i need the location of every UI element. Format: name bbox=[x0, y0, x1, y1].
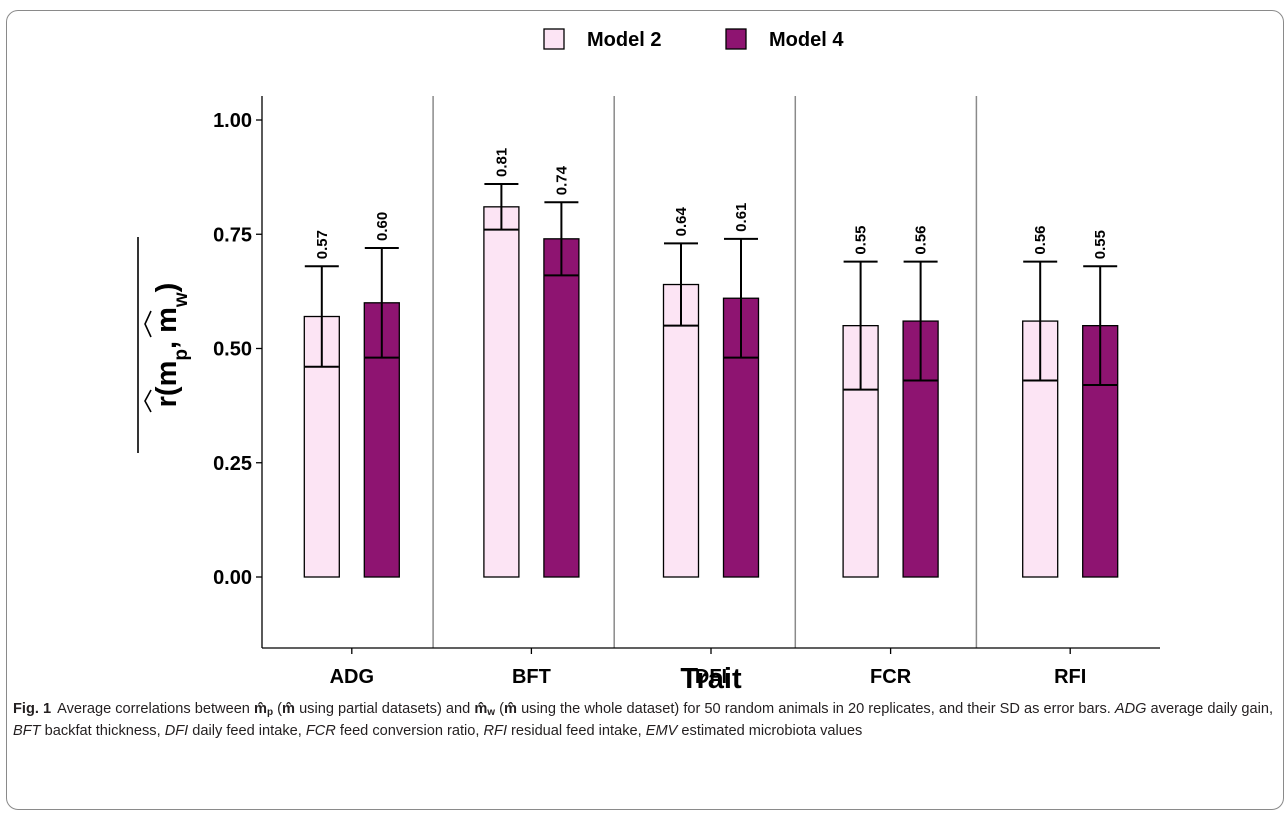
y-tick-label: 0.00 bbox=[213, 567, 252, 589]
data-label: 0.56 bbox=[913, 225, 930, 254]
abbr-def-adg: average daily gain, bbox=[1146, 701, 1274, 717]
abbr-def-fcr: feed conversion ratio, bbox=[335, 722, 484, 739]
data-label: 0.60 bbox=[374, 212, 391, 241]
axes: 0.00 0.25 0.50 0.75 1.00 ADG BFT DFI FCR RFI bbox=[213, 96, 1160, 688]
x-tick-label: DFI bbox=[695, 666, 727, 688]
x-tick-label: BFT bbox=[512, 666, 551, 688]
x-tick-label: FCR bbox=[870, 666, 912, 688]
abbr-def-rfi: residual feed intake, bbox=[507, 722, 646, 739]
figure-caption: Fig. 1 Average correlations between m̂p (… bbox=[13, 699, 1275, 742]
caption-text-1: Average correlations between bbox=[57, 701, 250, 717]
data-label: 0.64 bbox=[673, 207, 690, 237]
caption-open-paren: ( bbox=[277, 701, 283, 717]
abbr-def-dfi: daily feed intake, bbox=[188, 722, 306, 739]
legend-label: Model 4 bbox=[769, 29, 844, 51]
abbr-rfi: RFI bbox=[483, 722, 507, 739]
caption-abbreviations: ADG average daily gain, BFT backfat thic… bbox=[13, 701, 1273, 739]
caption-m-hat-p: m̂ bbox=[253, 701, 267, 717]
legend: Model 2 Model 4 bbox=[543, 28, 844, 51]
caption-m-hat-w: m̂ bbox=[474, 701, 488, 717]
x-tick-label: ADG bbox=[330, 666, 374, 688]
caption-text-3: using the whole dataset) for 50 random a… bbox=[521, 701, 1111, 717]
data-label: 0.57 bbox=[314, 230, 331, 259]
abbr-fcr: FCR bbox=[305, 722, 336, 739]
abbr-adg: ADG bbox=[1114, 701, 1147, 717]
facet-separators bbox=[432, 96, 978, 648]
abbr-def-bft: backfat thickness, bbox=[40, 722, 165, 739]
bar-bft-model4 bbox=[543, 238, 580, 578]
x-axis-label: Trait bbox=[680, 663, 742, 695]
caption-m-hat: m̂ bbox=[282, 701, 295, 717]
caption-sub-p: p bbox=[266, 707, 274, 718]
data-label: 0.55 bbox=[853, 225, 870, 254]
data-label: 0.56 bbox=[1032, 225, 1049, 254]
svg-text:r(mp, mw): r(mp, mw) bbox=[151, 283, 192, 408]
caption-open-paren-2: ( bbox=[499, 701, 505, 717]
abbr-def-emv: estimated microbiota values bbox=[677, 722, 863, 739]
legend-label: Model 2 bbox=[587, 29, 661, 51]
abbr-bft: BFT bbox=[13, 722, 41, 739]
legend-swatch bbox=[543, 28, 565, 50]
data-label: 0.55 bbox=[1092, 230, 1109, 259]
data-label: 0.74 bbox=[553, 165, 570, 195]
y-tick-label: 1.00 bbox=[213, 110, 252, 132]
data-label: 0.81 bbox=[493, 148, 510, 177]
abbr-emv: EMV bbox=[645, 722, 678, 739]
bar-bft-model2 bbox=[483, 206, 520, 578]
y-tick-label: 0.50 bbox=[213, 339, 252, 361]
y-tick-label: 0.25 bbox=[213, 453, 252, 475]
figure-frame bbox=[6, 10, 1284, 810]
caption-m-hat-2: m̂ bbox=[504, 701, 517, 717]
legend-swatch bbox=[725, 28, 747, 50]
bar-dfi-model2 bbox=[662, 283, 700, 578]
caption-sub-w: w bbox=[487, 707, 496, 718]
data-label: 0.61 bbox=[733, 203, 750, 232]
abbr-dfi: DFI bbox=[164, 722, 189, 739]
bar-chart: Model 2 Model 4 0.00 0.25 0.50 0.75 1.00 ADG BF… bbox=[137, 28, 1160, 695]
y-tick-label: 0.75 bbox=[213, 224, 252, 246]
y-axis-label: r(mp, mw) bbox=[137, 237, 192, 453]
caption-text-2: using partial datasets) and bbox=[299, 701, 471, 717]
figure-label: Fig. 1 bbox=[13, 701, 52, 717]
x-tick-label: RFI bbox=[1054, 666, 1086, 688]
bars: 0.57 0.60 0.81 0.74 0.64 0.61 0.55 0.56 0.56 0.55 bbox=[303, 148, 1119, 578]
